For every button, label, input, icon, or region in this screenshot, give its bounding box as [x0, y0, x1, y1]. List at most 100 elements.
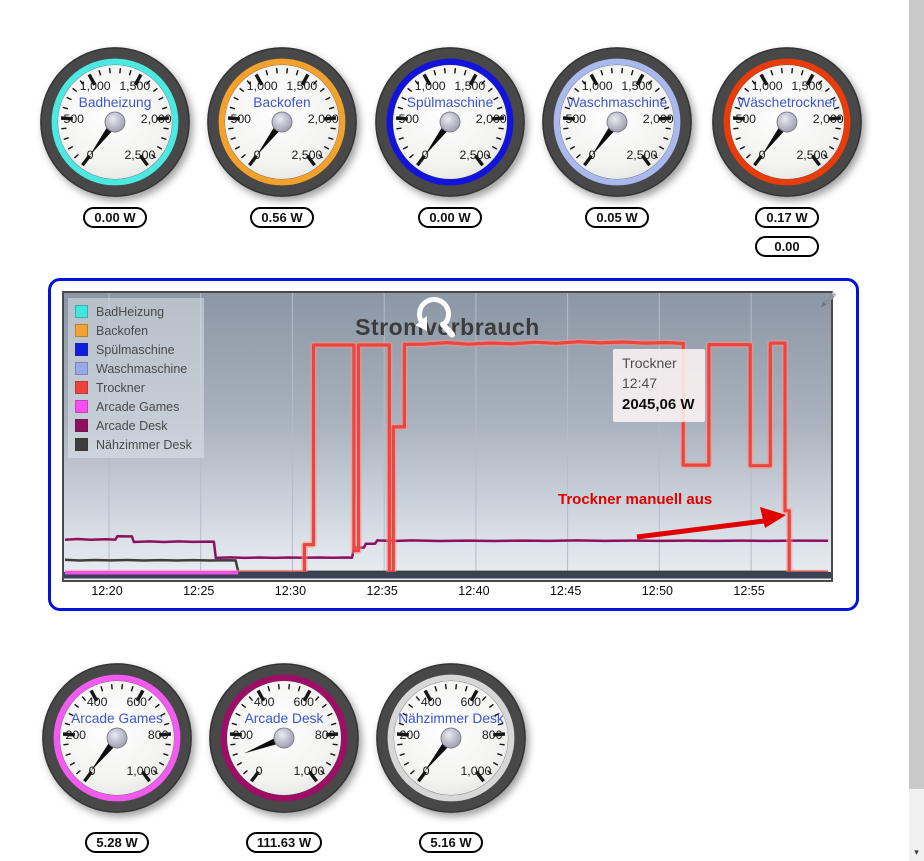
legend-swatch: [75, 324, 88, 337]
legend-swatch: [75, 419, 88, 432]
series-trockner: [65, 340, 829, 575]
svg-text:0: 0: [256, 764, 263, 778]
svg-text:1,000: 1,000: [460, 764, 491, 778]
gauge-dial: Spülmaschine 0 500 1,000 1,500 2,000 2,500: [375, 47, 525, 197]
svg-text:1,000: 1,000: [752, 79, 783, 93]
svg-text:200: 200: [399, 728, 420, 742]
tooltip-time: 12:47: [622, 374, 658, 391]
series-naehzimmer-desk: [64, 558, 829, 574]
tooltip-series: Trockner: [622, 355, 677, 371]
chart-legend: BadHeizung Backofen Spülmaschine Waschmasch…: [68, 298, 204, 458]
svg-text:500: 500: [230, 112, 251, 126]
x-axis-band: [64, 572, 831, 579]
gauge-spuelmaschine: Spülmaschine 0 500 1,000 1,500 2,000 2,500 0.…: [374, 46, 526, 228]
legend-swatch: [75, 438, 88, 451]
gauge-badheizung: Badheizung 0 500 1,000 1,500 2,000 2,500 0.00…: [39, 46, 191, 228]
gauge-label: Wäschetrockner: [737, 95, 837, 110]
gauge-value-badge: 0.00 W: [83, 207, 147, 228]
x-tick-12-30: 12:30: [274, 584, 307, 598]
legend-swatch: [75, 343, 88, 356]
legend-item-trockner[interactable]: Trockner: [75, 378, 192, 397]
svg-text:1,500: 1,500: [119, 79, 150, 93]
gauge-label: Arcade Desk: [245, 711, 324, 726]
scroll-down-button[interactable]: ▾: [909, 845, 924, 861]
svg-text:600: 600: [126, 695, 147, 709]
gauge-label: Backofen: [253, 95, 310, 110]
svg-text:400: 400: [421, 695, 442, 709]
annotation-arrow-head: [760, 507, 786, 528]
svg-text:2,500: 2,500: [291, 148, 322, 162]
legend-item-arcade-desk[interactable]: Arcade Desk: [75, 416, 192, 435]
legend-label: Arcade Games: [96, 399, 180, 414]
x-tick-12-45: 12:45: [549, 584, 582, 598]
legend-swatch: [75, 305, 88, 318]
gauge-label: Spülmaschine: [407, 95, 494, 110]
x-tick-12-40: 12:40: [458, 584, 490, 598]
gauge-label: Badheizung: [79, 95, 152, 110]
legend-swatch: [75, 400, 88, 413]
svg-text:0: 0: [423, 764, 430, 778]
svg-text:400: 400: [87, 695, 108, 709]
legend-label: Nähzimmer Desk: [96, 437, 192, 452]
legend-label: Trockner: [96, 380, 145, 395]
gauge-dial: Backofen 0 500 1,000 1,500 2,000 2,500: [207, 47, 357, 197]
svg-text:1,000: 1,000: [126, 764, 157, 778]
gauge-value-badge: 5.16 W: [419, 832, 483, 853]
legend-label: BadHeizung: [96, 304, 165, 319]
reset-zoom-icon[interactable]: [412, 294, 458, 340]
legend-swatch: [75, 362, 88, 375]
legend-label: Spülmaschine: [96, 342, 175, 357]
svg-text:800: 800: [315, 728, 336, 742]
svg-text:500: 500: [398, 112, 419, 126]
svg-text:600: 600: [460, 695, 481, 709]
x-tick-12-55: 12:55: [733, 584, 765, 598]
svg-text:2,000: 2,000: [141, 112, 172, 126]
gauge-waeschetrockner: Wäschetrockner 0 500 1,000 1,500 2,000 2,500 …: [711, 46, 863, 257]
annotation-arrow-line: [636, 518, 765, 540]
legend-item-spuelmaschine[interactable]: Spülmaschine: [75, 340, 192, 359]
chart-plot[interactable]: BadHeizung Backofen Spülmaschine Waschmasch…: [62, 291, 833, 582]
gauge-label: Nähzimmer Desk: [398, 711, 504, 726]
svg-text:0: 0: [254, 148, 261, 162]
svg-text:2,000: 2,000: [643, 112, 674, 126]
gauge-label: Waschmaschine: [567, 95, 668, 110]
svg-text:1,500: 1,500: [286, 79, 317, 93]
gauge-backofen: Backofen 0 500 1,000 1,500 2,000 2,500 0.56 W: [206, 46, 358, 228]
gauge-value-badge: 5.28 W: [85, 832, 149, 853]
svg-text:1,500: 1,500: [791, 79, 822, 93]
svg-text:1,000: 1,000: [247, 79, 278, 93]
svg-text:800: 800: [148, 728, 169, 742]
gauge-dial: Arcade Games 0 200 400 600 800 1,000: [42, 663, 192, 813]
gauge-arcade-games: Arcade Games 0 200 400 600 800 1,000 5.28 W: [41, 662, 193, 853]
gauge-dial: Wäschetrockner 0 500 1,000 1,500 2,000 2,500: [712, 47, 862, 197]
gauge-naehzimmer-desk: Nähzimmer Desk 0 200 400 600 800 1,000 5.16 W: [375, 662, 527, 853]
svg-text:0: 0: [87, 148, 94, 162]
legend-item-waschmaschine[interactable]: Waschmaschine: [75, 359, 192, 378]
gauge-dial: Waschmaschine 0 500 1,000 1,500 2,000 2,500: [542, 47, 692, 197]
legend-item-naehzimmer-desk[interactable]: Nähzimmer Desk: [75, 435, 192, 454]
scrollbar-thumb[interactable]: [909, 0, 924, 789]
edit-chart-icon[interactable]: [815, 289, 839, 318]
svg-text:1,500: 1,500: [621, 79, 652, 93]
svg-text:0: 0: [89, 764, 96, 778]
gauge-extra-value-badge: 0.00: [755, 236, 819, 257]
series-arcade-desk: [64, 534, 829, 560]
gauge-waschmaschine: Waschmaschine 0 500 1,000 1,500 2,000 2,500 0…: [541, 46, 693, 228]
svg-text:0: 0: [759, 148, 766, 162]
chart-panel: BadHeizung Backofen Spülmaschine Waschmasch…: [48, 278, 859, 611]
svg-text:500: 500: [735, 112, 756, 126]
gauge-dial: Nähzimmer Desk 0 200 400 600 800 1,000: [376, 663, 526, 813]
svg-text:500: 500: [565, 112, 586, 126]
svg-text:1,000: 1,000: [80, 79, 111, 93]
legend-item-arcade-games[interactable]: Arcade Games: [75, 397, 192, 416]
gauge-value-badge: 111.63 W: [245, 832, 323, 853]
vertical-scrollbar[interactable]: ▾: [909, 0, 924, 861]
svg-text:400: 400: [254, 695, 275, 709]
gauge-value-badge: 0.17 W: [755, 207, 819, 228]
legend-item-badheizung[interactable]: BadHeizung: [75, 302, 192, 321]
svg-text:2,500: 2,500: [459, 148, 490, 162]
legend-item-backofen[interactable]: Backofen: [75, 321, 192, 340]
legend-label: Waschmaschine: [96, 361, 188, 376]
svg-text:800: 800: [482, 728, 503, 742]
svg-text:200: 200: [65, 728, 86, 742]
